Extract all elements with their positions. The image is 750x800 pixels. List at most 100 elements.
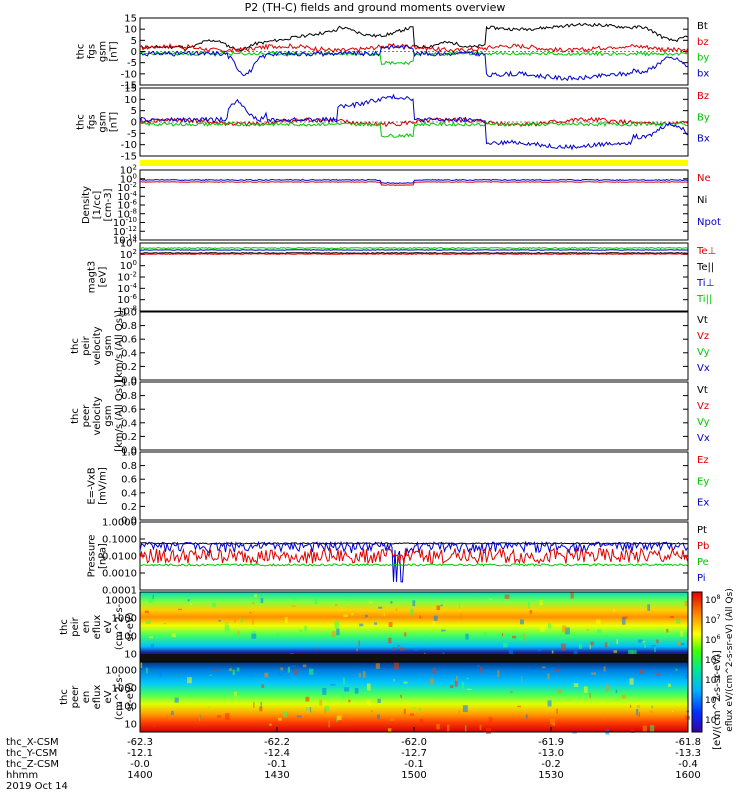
spectrogram-cell — [309, 668, 314, 675]
y-tick-label: 0.1000 — [102, 535, 137, 546]
spectrogram-cell — [590, 641, 594, 646]
spectrogram-cell — [615, 689, 618, 694]
y-axis-label: (cm^2-s- — [114, 673, 125, 720]
spectrogram-cell — [269, 723, 272, 726]
y-axis-label: sr-eV) — [125, 682, 136, 711]
spectrogram-cell — [145, 667, 148, 674]
spectrogram-cell — [171, 633, 176, 638]
spectrogram-cell — [556, 708, 558, 714]
y-tick-label: 10-4 — [117, 190, 137, 203]
spectrogram-cell — [212, 603, 216, 608]
y-tick-label: 0.4 — [121, 418, 137, 429]
spectrogram-cell — [330, 683, 336, 686]
spectrogram-cell — [187, 677, 192, 684]
x-axis-row-label: thc_Z-CSM — [6, 759, 59, 770]
spectrogram-cell — [523, 633, 525, 641]
x-tick-label: 1600 — [675, 770, 700, 781]
spectrogram-cell — [637, 705, 640, 708]
series-Bx — [139, 93, 688, 151]
series-By — [139, 121, 688, 139]
legend-Bt: Bt — [697, 21, 708, 32]
spectrogram-cell — [305, 696, 310, 702]
spectrogram-noise-band — [140, 654, 688, 662]
y-tick-label: 10-8 — [117, 207, 137, 220]
legend-Pi: Pi — [697, 573, 706, 584]
y-tick-label: 0.2 — [121, 502, 137, 513]
spectrogram-cell — [603, 666, 606, 672]
spectrogram-cell — [322, 687, 327, 695]
y-tick-label: 15 — [124, 14, 137, 25]
spectrogram-cell — [296, 715, 302, 718]
y-tick-label: 15 — [124, 84, 137, 95]
spectrogram-cell — [684, 674, 688, 679]
spectrogram-cell — [488, 717, 493, 724]
spectrogram-cell — [429, 678, 435, 685]
spectrogram-cell — [636, 708, 639, 716]
colorbar-tick-label: 104 — [705, 674, 720, 686]
y-tick-label: 10 — [124, 25, 137, 36]
spectrogram-cell — [335, 603, 338, 607]
spectrogram-cell — [586, 629, 590, 631]
spectrogram-cell — [377, 698, 381, 703]
spectrogram-cell — [671, 710, 674, 712]
spectrogram-cell — [436, 723, 440, 730]
y-tick-label: 0.6 — [121, 405, 137, 416]
spectrogram-cell — [591, 672, 596, 675]
spectrogram-cell — [217, 715, 221, 718]
spectrogram-cell — [314, 599, 318, 605]
spectrogram-cell — [287, 666, 291, 673]
x-tick-label: 1430 — [264, 770, 289, 781]
legend-Npot: Npot — [697, 217, 721, 228]
spectrogram-cell — [551, 650, 554, 654]
colorbar-tick-label: 108 — [705, 594, 720, 606]
spectrogram-cell — [253, 702, 255, 708]
legend-Pt: Pt — [697, 525, 707, 536]
spectrogram-cell — [302, 664, 307, 668]
spectrogram-cell — [208, 706, 210, 709]
spectrogram-cell — [432, 667, 436, 674]
spectrogram-cell — [140, 662, 143, 668]
spectrogram-cell — [294, 668, 298, 675]
spectrogram-cell — [528, 601, 530, 609]
series-Ne — [139, 181, 688, 186]
y-tick-label: -10 — [121, 69, 137, 80]
spectrogram-cell — [397, 645, 401, 647]
x-tick-label: -13.3 — [675, 748, 701, 759]
y-axis-label: thc — [70, 338, 81, 354]
y-tick-label: 10-6 — [117, 293, 137, 306]
spectrogram-cell — [597, 629, 602, 633]
colorbar-tick-label: 102 — [705, 714, 720, 726]
spectrogram-cell — [552, 666, 555, 669]
spectrogram-cell — [260, 701, 262, 709]
legend-By: By — [697, 112, 710, 123]
spectrogram-cell — [650, 710, 653, 714]
spectrogram-cell — [528, 613, 531, 616]
legend-Ex: Ex — [697, 498, 709, 509]
spectrogram-texture — [140, 662, 691, 735]
y-axis-label: [km/s (All Qs)] — [114, 380, 125, 452]
spectrogram-cell — [557, 689, 562, 694]
spectrogram-cell — [261, 684, 265, 689]
y-tick-label: 1.0 — [121, 308, 137, 319]
spectrogram-cell — [677, 640, 681, 646]
y-tick-label: 10-2 — [117, 181, 137, 194]
spectrogram-cell — [400, 647, 405, 651]
spectrogram-cell — [342, 677, 345, 685]
spectrogram-cell — [480, 666, 483, 673]
legend-Ti⊥: Ti⊥ — [696, 278, 714, 289]
y-axis-label: eflux — [92, 615, 103, 640]
quality-flag-bar — [140, 160, 688, 166]
legend-Vz: Vz — [697, 401, 709, 412]
spectrogram-cell — [251, 633, 257, 639]
spectrogram-cell — [229, 668, 233, 672]
spectrogram-cell — [392, 647, 396, 651]
spectrogram-cell — [458, 710, 461, 716]
colorbar-label: [eV/(cm^2-s-sr-eV)] — [712, 650, 723, 750]
spectrogram-cell — [631, 650, 637, 656]
y-tick-label: 10000 — [105, 666, 137, 677]
y-axis-label: fgs — [87, 44, 98, 59]
spectrogram-cell — [512, 635, 517, 639]
legend-Te⊥: Te⊥ — [696, 246, 716, 257]
